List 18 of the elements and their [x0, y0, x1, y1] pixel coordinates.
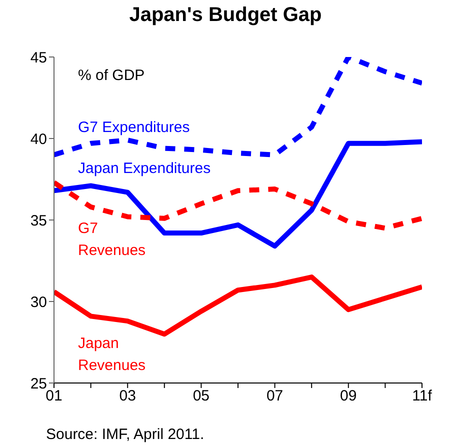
x-tick-label: 07 [266, 388, 284, 405]
y-tick-label: 45 [30, 49, 47, 66]
y-tick-label: 35 [30, 212, 47, 230]
series-label: G7 Revenues [78, 219, 147, 261]
chart-title: Japan's Budget Gap [128, 4, 323, 27]
series-label: Japan Revenues [78, 334, 147, 376]
y-tick-label: 30 [30, 294, 47, 311]
x-tick-label: 09 [340, 388, 357, 405]
x-tick-label: 11f [412, 388, 433, 405]
series-label: G7 Expenditures [78, 118, 191, 138]
source-note: Source: IMF, April 2011. [46, 426, 204, 443]
x-tick-label: 03 [119, 388, 136, 405]
y-axis-title: % of GDP [78, 67, 145, 84]
y-tick-label: 25 [30, 375, 47, 392]
x-tick-label: 01 [46, 388, 62, 405]
x-tick-label: 05 [192, 388, 210, 405]
y-tick-label: 40 [30, 130, 47, 148]
series-label: Japan Expenditures [78, 159, 212, 179]
